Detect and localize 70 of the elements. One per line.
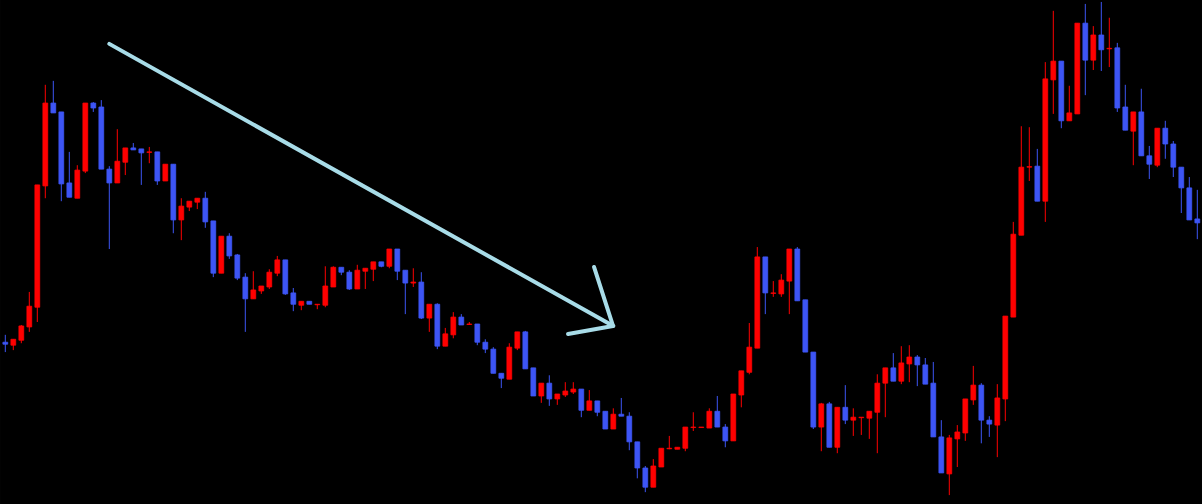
candlestick xyxy=(266,268,273,290)
candlestick xyxy=(538,382,545,404)
candlestick xyxy=(1162,120,1169,160)
candlestick xyxy=(650,458,657,488)
candlestick xyxy=(138,148,145,186)
candlestick xyxy=(514,331,521,351)
candlestick xyxy=(1194,189,1201,240)
candlestick xyxy=(250,270,257,300)
candlestick xyxy=(442,327,449,347)
candlestick xyxy=(402,269,409,315)
candlestick xyxy=(986,415,993,438)
candlestick xyxy=(242,272,249,333)
candlestick xyxy=(850,407,857,437)
candlestick xyxy=(1066,85,1073,122)
candlestick xyxy=(354,264,361,290)
candlestick xyxy=(226,232,233,260)
candlestick xyxy=(578,388,585,418)
candlestick xyxy=(890,352,897,382)
candlestick xyxy=(690,411,697,432)
candlestick xyxy=(618,397,625,417)
candlestick xyxy=(50,80,57,114)
candlestick xyxy=(122,147,129,176)
candlestick xyxy=(586,389,593,411)
candlestick xyxy=(970,365,977,406)
candlestick xyxy=(386,248,393,269)
candlestick xyxy=(274,255,281,277)
candlestick xyxy=(394,248,401,281)
candlestick xyxy=(234,253,241,281)
candlestick xyxy=(1146,145,1153,180)
candlestick xyxy=(1170,140,1177,178)
candlestick xyxy=(866,410,873,440)
candlestick xyxy=(778,273,785,298)
candlestick xyxy=(706,407,713,429)
candlestick xyxy=(474,323,481,346)
candlestick xyxy=(426,303,433,333)
candlestick xyxy=(898,345,905,385)
candlestick xyxy=(26,291,33,333)
candlestick xyxy=(954,424,961,468)
candlestick xyxy=(658,447,665,468)
candlestick xyxy=(906,344,913,383)
candlestick xyxy=(642,465,649,493)
candlestick xyxy=(1122,84,1129,131)
candlestick xyxy=(290,287,297,312)
candlestick xyxy=(922,357,929,385)
candlestick xyxy=(1050,10,1057,115)
candlestick xyxy=(346,269,353,291)
candlestick xyxy=(202,191,209,229)
candlestick xyxy=(714,395,721,428)
candlestick xyxy=(682,426,689,452)
candlestick xyxy=(178,197,185,241)
candlestick xyxy=(722,423,729,448)
candlestick xyxy=(66,151,73,198)
candlestick xyxy=(818,402,825,452)
candlestick xyxy=(106,165,113,250)
candlestick xyxy=(842,384,849,425)
candlestick xyxy=(914,354,921,387)
candlestick xyxy=(1178,166,1185,214)
candlestick xyxy=(450,311,457,339)
candlestick xyxy=(362,267,369,290)
candlestick xyxy=(546,374,553,407)
candlestick xyxy=(1130,111,1137,166)
candlestick xyxy=(114,128,121,184)
candlestick xyxy=(1098,1,1105,72)
candlestick xyxy=(370,261,377,282)
candlestick xyxy=(410,267,417,288)
candlestick xyxy=(1026,126,1033,182)
candlestick xyxy=(610,407,617,430)
candlestick xyxy=(330,265,337,288)
candlestick xyxy=(322,265,329,308)
candlestick xyxy=(882,367,889,418)
